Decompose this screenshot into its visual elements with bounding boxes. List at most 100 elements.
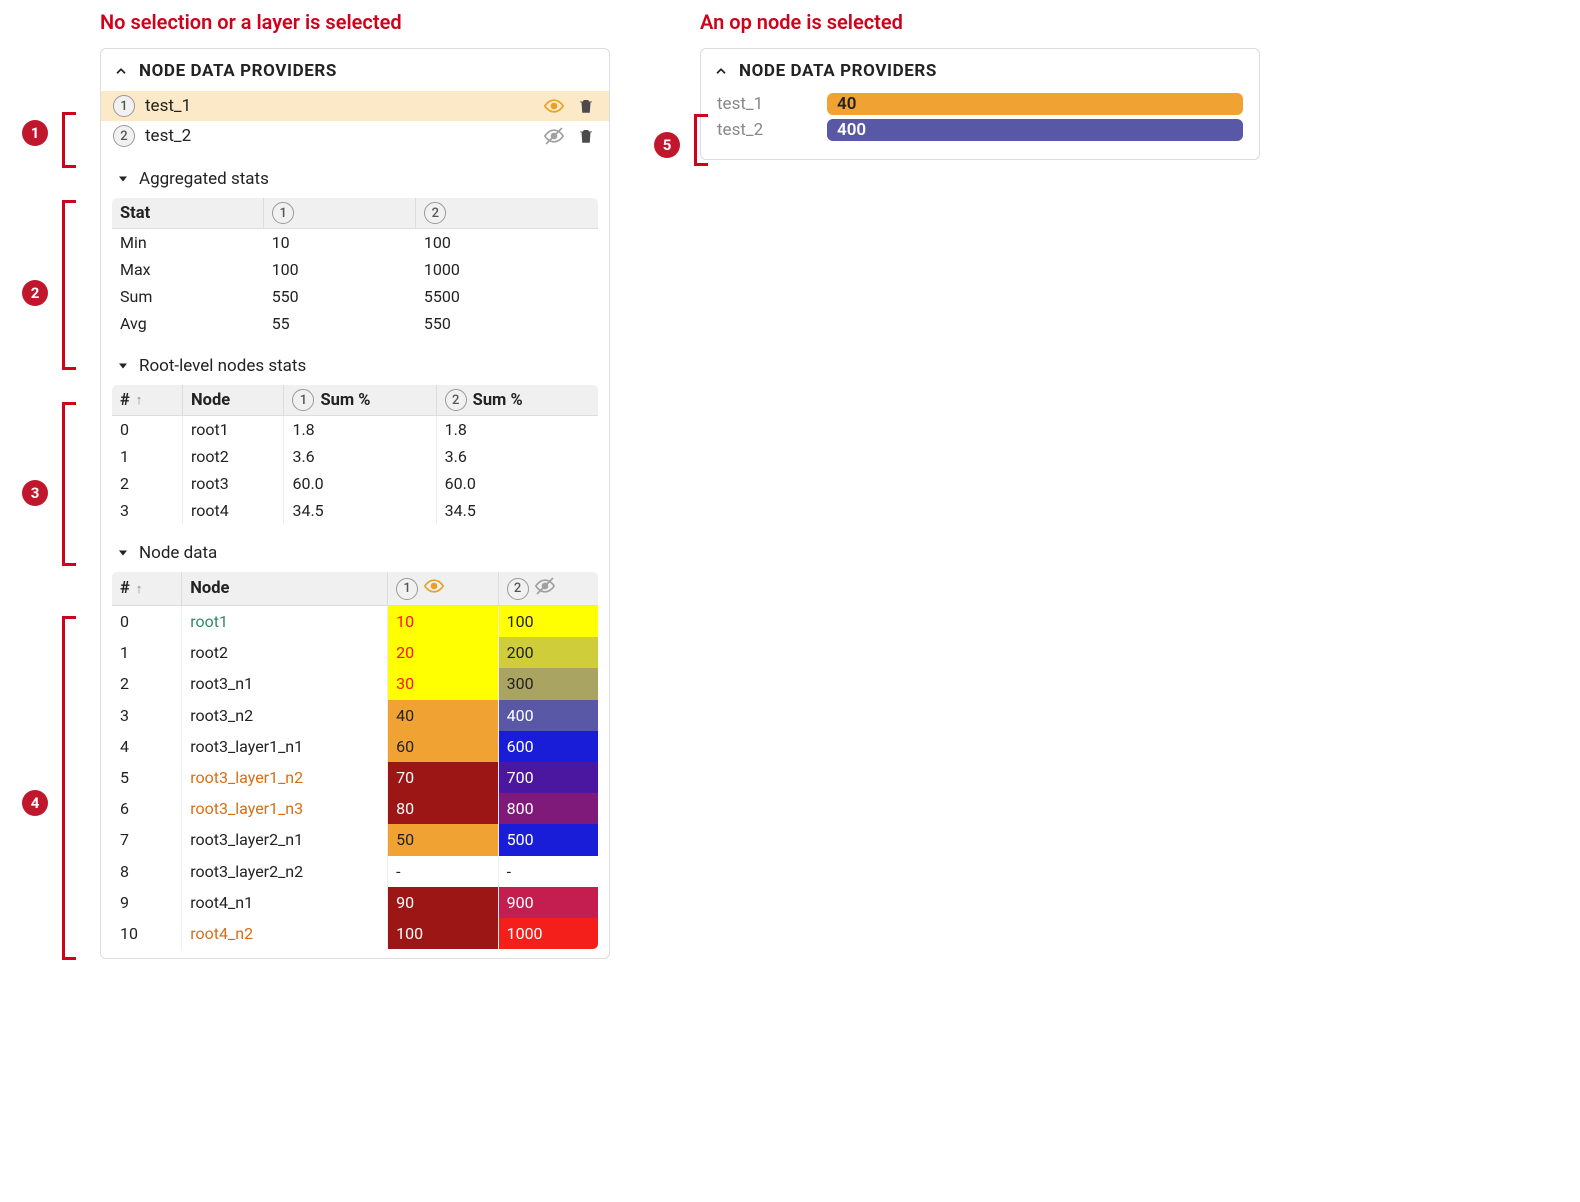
table-cell: 10 bbox=[264, 229, 416, 257]
number-badge: 1 bbox=[272, 202, 294, 224]
table-header[interactable]: 2 bbox=[498, 572, 598, 606]
heat-cell: 1000 bbox=[498, 918, 598, 950]
callout-marker: 1 bbox=[22, 120, 48, 146]
heat-cell: - bbox=[498, 856, 598, 887]
table-cell: Max bbox=[112, 256, 264, 283]
bar-row: test_140 bbox=[701, 91, 1259, 117]
number-badge: 2 bbox=[424, 202, 446, 224]
left-column: No selection or a layer is selected NODE… bbox=[100, 10, 610, 959]
table-cell: 10 bbox=[112, 918, 182, 950]
node-name-cell[interactable]: root3_layer2_n2 bbox=[182, 856, 388, 887]
table-cell: 0 bbox=[112, 606, 182, 638]
node-name-cell[interactable]: root1 bbox=[182, 606, 388, 638]
left-caption: No selection or a layer is selected bbox=[100, 10, 610, 34]
node-data-table: #↑Node1 2 0root1101001root2202002root3_n… bbox=[111, 571, 599, 950]
heat-cell: 70 bbox=[388, 762, 498, 793]
node-data-header[interactable]: Node data bbox=[111, 543, 599, 571]
table-cell: 5500 bbox=[416, 283, 599, 310]
table-row: Avg55550 bbox=[112, 310, 599, 338]
caret-down-icon bbox=[115, 547, 131, 559]
table-header[interactable]: #↑ bbox=[112, 572, 182, 606]
table-header[interactable]: 2 bbox=[416, 198, 599, 229]
heat-cell: 90 bbox=[388, 887, 498, 918]
table-cell: 1.8 bbox=[436, 416, 598, 444]
table-cell: 34.5 bbox=[284, 497, 436, 525]
aggregated-header[interactable]: Aggregated stats bbox=[111, 169, 599, 197]
node-name-cell[interactable]: root4_n2 bbox=[182, 918, 388, 950]
callout-bracket bbox=[694, 114, 708, 166]
table-cell: 9 bbox=[112, 887, 182, 918]
heat-cell: 100 bbox=[498, 606, 598, 638]
value-bar: 400 bbox=[827, 119, 1243, 141]
table-header[interactable]: Node bbox=[183, 385, 284, 416]
bars-list: test_140test_2400 bbox=[701, 91, 1259, 143]
table-header[interactable]: Node bbox=[182, 572, 388, 606]
root-stats-title: Root-level nodes stats bbox=[139, 356, 306, 376]
table-cell: 60.0 bbox=[436, 470, 598, 497]
table-header[interactable]: 2Sum % bbox=[436, 385, 598, 416]
table-cell: 6 bbox=[112, 793, 182, 824]
table-cell: 8 bbox=[112, 856, 182, 887]
number-badge: 1 bbox=[113, 95, 135, 117]
heat-cell: 900 bbox=[498, 887, 598, 918]
table-header[interactable]: Stat bbox=[112, 198, 264, 229]
table-cell: 55 bbox=[264, 310, 416, 338]
trash-icon[interactable] bbox=[575, 125, 597, 147]
chevron-up-icon bbox=[713, 64, 729, 78]
panel-header[interactable]: NODE DATA PROVIDERS bbox=[101, 49, 609, 91]
number-badge: 2 bbox=[507, 578, 529, 600]
provider-row[interactable]: 1test_1 bbox=[101, 91, 609, 121]
table-row: 2root360.060.0 bbox=[112, 470, 599, 497]
panel-header[interactable]: NODE DATA PROVIDERS bbox=[701, 49, 1259, 91]
visibility-icon[interactable] bbox=[424, 576, 444, 601]
table-cell: 5 bbox=[112, 762, 182, 793]
table-header[interactable]: #↑ bbox=[112, 385, 183, 416]
heat-cell: 500 bbox=[498, 824, 598, 855]
table-cell: 3 bbox=[112, 700, 182, 731]
table-cell: root1 bbox=[183, 416, 284, 444]
table-row: 8root3_layer2_n2-- bbox=[112, 856, 599, 887]
callout-marker: 4 bbox=[22, 790, 48, 816]
node-name-cell[interactable]: root3_layer1_n3 bbox=[182, 793, 388, 824]
table-cell: 3 bbox=[112, 497, 183, 525]
node-name-cell[interactable]: root3_layer2_n1 bbox=[182, 824, 388, 855]
table-row: 0root11.81.8 bbox=[112, 416, 599, 444]
table-cell: root3 bbox=[183, 470, 284, 497]
bar-row: test_2400 bbox=[701, 117, 1259, 143]
aggregated-title: Aggregated stats bbox=[139, 169, 269, 189]
provider-row[interactable]: 2test_2 bbox=[101, 121, 609, 151]
table-row: 3root434.534.5 bbox=[112, 497, 599, 525]
node-name-cell[interactable]: root2 bbox=[182, 637, 388, 668]
table-cell: root2 bbox=[183, 443, 284, 470]
aggregated-table: Stat12Min10100Max1001000Sum5505500Avg555… bbox=[111, 197, 599, 338]
table-row: 4root3_layer1_n160600 bbox=[112, 731, 599, 762]
table-row: 9root4_n190900 bbox=[112, 887, 599, 918]
visibility-icon[interactable] bbox=[535, 576, 555, 601]
table-header[interactable]: 1 bbox=[264, 198, 416, 229]
visibility-toggle-icon[interactable] bbox=[543, 125, 565, 147]
table-cell: 1 bbox=[112, 637, 182, 668]
table-cell: 60.0 bbox=[284, 470, 436, 497]
table-cell: 3.6 bbox=[436, 443, 598, 470]
table-header[interactable]: 1Sum % bbox=[284, 385, 436, 416]
table-header[interactable]: 1 bbox=[388, 572, 498, 606]
number-badge: 1 bbox=[396, 578, 418, 600]
heat-cell: 300 bbox=[498, 668, 598, 699]
visibility-toggle-icon[interactable] bbox=[543, 95, 565, 117]
node-name-cell[interactable]: root3_layer1_n1 bbox=[182, 731, 388, 762]
caret-down-icon bbox=[115, 173, 131, 185]
node-name-cell[interactable]: root3_n2 bbox=[182, 700, 388, 731]
table-cell: 1000 bbox=[416, 256, 599, 283]
table-row: Max1001000 bbox=[112, 256, 599, 283]
trash-icon[interactable] bbox=[575, 95, 597, 117]
table-cell: 34.5 bbox=[436, 497, 598, 525]
table-cell: 100 bbox=[416, 229, 599, 257]
table-row: Sum5505500 bbox=[112, 283, 599, 310]
node-name-cell[interactable]: root3_layer1_n2 bbox=[182, 762, 388, 793]
node-name-cell[interactable]: root4_n1 bbox=[182, 887, 388, 918]
root-stats-section: Root-level nodes stats #↑Node1Sum %2Sum … bbox=[101, 356, 609, 525]
heat-cell: 400 bbox=[498, 700, 598, 731]
node-name-cell[interactable]: root3_n1 bbox=[182, 668, 388, 699]
root-stats-header[interactable]: Root-level nodes stats bbox=[111, 356, 599, 384]
right-caption: An op node is selected bbox=[700, 10, 1260, 34]
